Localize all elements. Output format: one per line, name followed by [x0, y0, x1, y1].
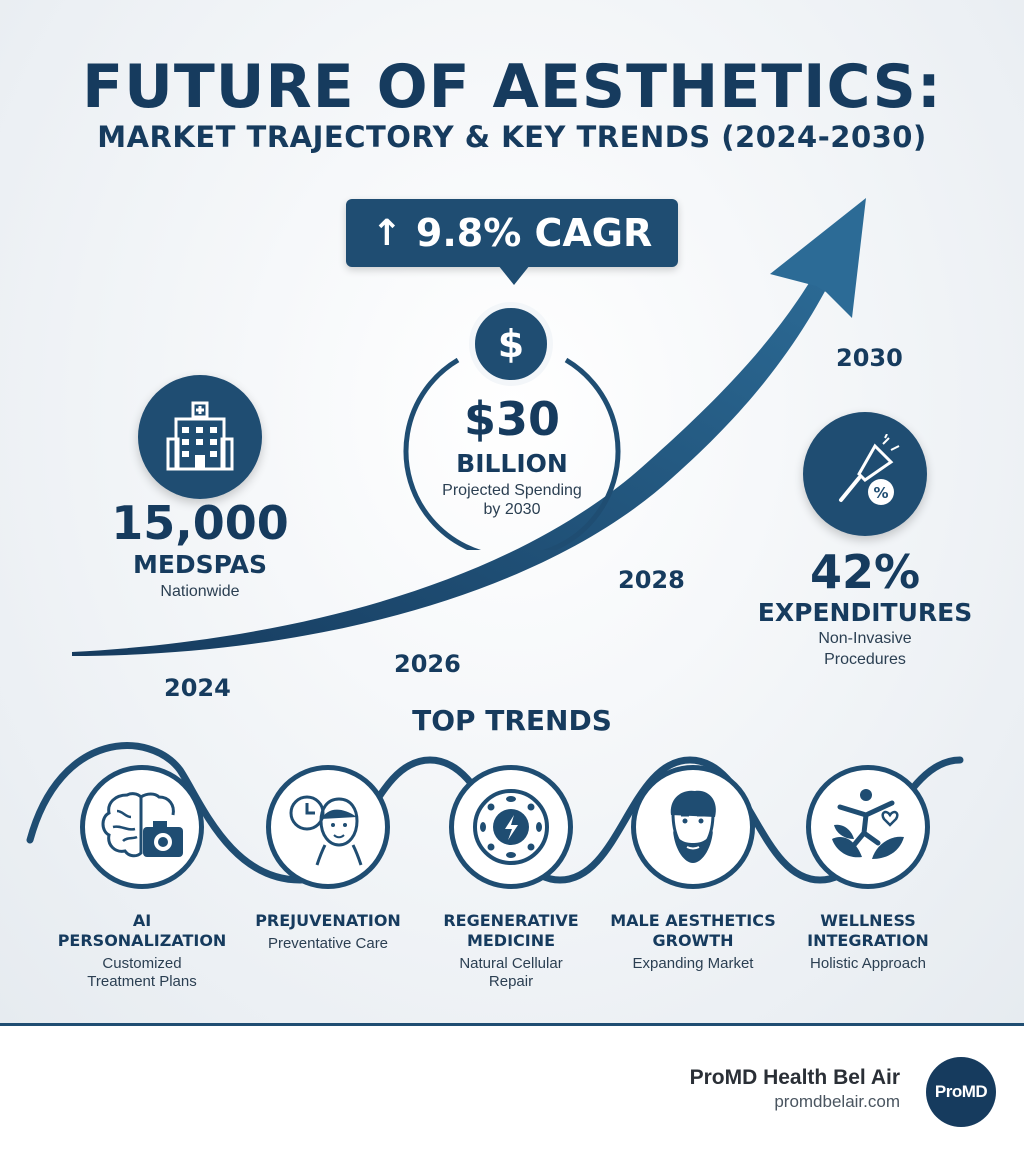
footer-url-link[interactable]: promdbelair.com [774, 1092, 900, 1111]
page-subtitle: MARKET TRAJECTORY & KEY TRENDS (2024-203… [97, 120, 927, 154]
expenditures-desc-line1: Non-Invasive [818, 630, 912, 647]
trend-name-ai-line2: PERSONALIZATION [57, 931, 227, 950]
trend-name-ai-line1: AI [132, 911, 152, 930]
trends-title: TOP TRENDS [412, 704, 612, 737]
trend-name-male-line2: GROWTH [652, 931, 734, 950]
cagr-label: 9.8% CAGR [415, 211, 653, 255]
brain-camera-icon [80, 765, 204, 889]
footer-divider [0, 1023, 1024, 1026]
promd-logo: ProMD [926, 1057, 996, 1127]
svg-text:%: % [873, 484, 888, 502]
expenditures-label: EXPENDITURES [757, 598, 973, 627]
growth-arrow-curve [72, 254, 840, 656]
laser-device-percent-icon: % [803, 412, 927, 536]
spending-unit: BILLION [456, 449, 568, 478]
medspas-value: 15,000 [111, 496, 289, 550]
footer-brand-name: ProMD Health Bel Air [689, 1066, 900, 1089]
trend-name-wellness-line2: INTEGRATION [807, 931, 929, 950]
expenditures-value: 42% [809, 545, 921, 599]
year-label-2024: 2024 [164, 674, 231, 702]
trend-name-regenerative-line1: REGENERATIVE [443, 911, 579, 930]
spending-value: $30 [463, 392, 561, 446]
spending-desc-line1: Projected Spending [442, 482, 582, 499]
growth-arrow-head [770, 198, 866, 318]
clock-face-icon [266, 765, 390, 889]
spending-desc-line2: by 2030 [483, 501, 541, 518]
trend-desc-wellness: Holistic Approach [810, 955, 926, 972]
trend-desc-male: Expanding Market [632, 955, 754, 972]
medspas-label: MEDSPAS [132, 550, 268, 579]
year-label-2028: 2028 [618, 566, 685, 594]
trend-desc-ai-line1: Customized [102, 955, 182, 972]
trend-name-prejuvenation: PREJUVENATION [255, 911, 401, 930]
hospital-building-icon [138, 375, 262, 499]
trend-name-wellness-line1: WELLNESS [820, 911, 916, 930]
trend-desc-regenerative-line1: Natural Cellular [459, 955, 563, 972]
cell-energy-icon [449, 765, 573, 889]
cagr-badge: ↑ 9.8% CAGR [346, 199, 678, 285]
wellness-figure-leaves-icon [806, 765, 930, 889]
trend-desc-prejuvenation: Preventative Care [267, 935, 389, 952]
trend-name-regenerative-line2: MEDICINE [466, 931, 556, 950]
year-label-2030: 2030 [836, 344, 903, 372]
expenditures-desc-line2: Procedures [824, 651, 906, 668]
up-arrow-icon: ↑ [371, 212, 402, 254]
trend-name-male-line1: MALE AESTHETICS [610, 911, 776, 930]
medspas-sub: Nationwide [160, 583, 240, 600]
year-label-2026: 2026 [394, 650, 461, 678]
page-title: FUTURE OF AESTHETICS: [82, 52, 942, 122]
footer [0, 1026, 1024, 1154]
spending-circle [403, 357, 621, 550]
trend-desc-ai-line2: Treatment Plans [87, 973, 197, 990]
trend-desc-regenerative-line2: Repair [488, 973, 534, 990]
bearded-man-icon [631, 765, 755, 889]
dollar-icon: $ [469, 302, 553, 386]
